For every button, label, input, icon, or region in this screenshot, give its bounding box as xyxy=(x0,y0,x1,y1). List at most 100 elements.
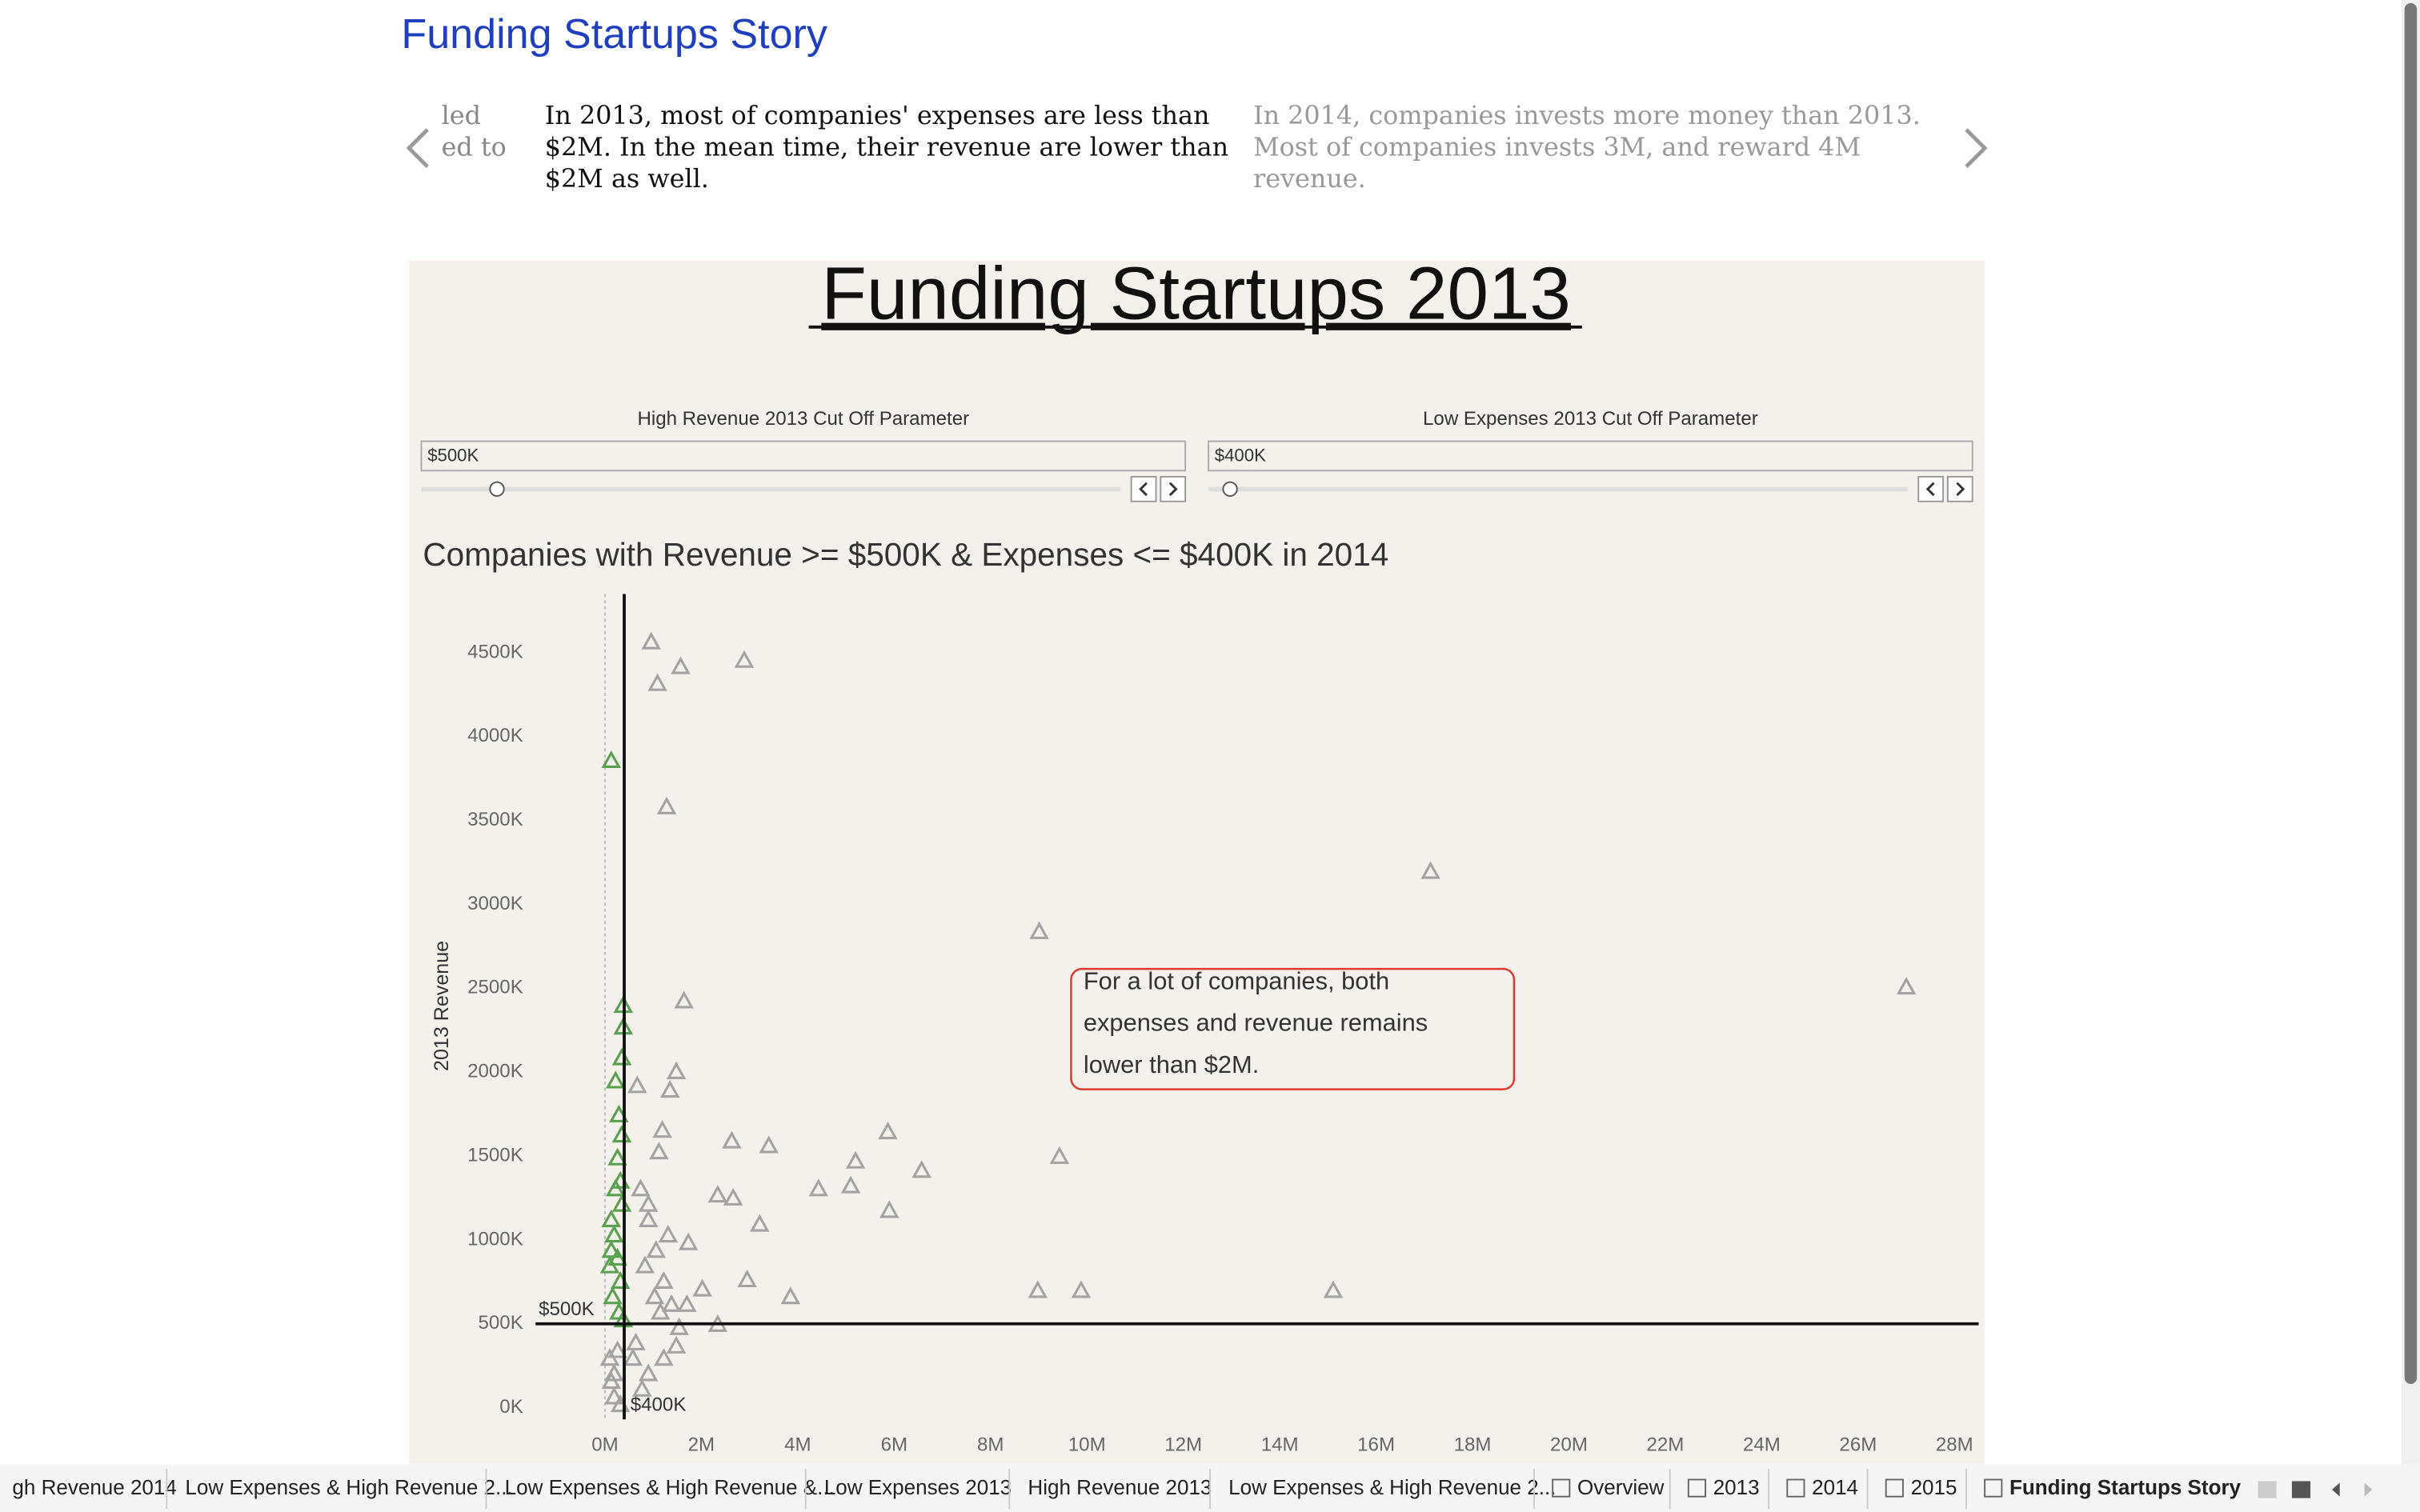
data-point[interactable] xyxy=(605,1070,626,1089)
data-point[interactable] xyxy=(879,1200,899,1218)
data-point[interactable] xyxy=(674,990,694,1009)
story-caption[interactable]: led xyxy=(442,100,481,130)
sheet-tab[interactable]: Overview xyxy=(1577,1475,1665,1499)
data-point[interactable] xyxy=(638,1363,659,1382)
data-point[interactable] xyxy=(669,1317,689,1335)
parameter-input[interactable] xyxy=(1208,440,1973,472)
story-caption[interactable]: revenue. xyxy=(1253,163,1366,194)
data-point[interactable] xyxy=(599,1255,620,1274)
data-point[interactable] xyxy=(632,1378,652,1397)
data-point[interactable] xyxy=(650,1302,671,1320)
data-point[interactable] xyxy=(607,1147,627,1166)
x-tick-label: 20M xyxy=(1550,1434,1588,1455)
data-point[interactable] xyxy=(631,1178,651,1197)
view-button[interactable] xyxy=(2291,1481,2311,1498)
annotation-text: expenses and revenue remains xyxy=(1084,1009,1428,1037)
sheet-tab[interactable]: gh Revenue 2014 xyxy=(12,1475,176,1499)
story-caption[interactable]: In 2014, companies invests more money th… xyxy=(1253,100,1921,130)
slider-button[interactable] xyxy=(1917,475,1945,502)
data-point[interactable] xyxy=(623,1348,643,1366)
data-point[interactable] xyxy=(658,1224,679,1243)
data-point[interactable] xyxy=(599,1348,620,1366)
data-point[interactable] xyxy=(635,1255,655,1274)
data-point[interactable] xyxy=(692,1278,712,1297)
sheet-tab[interactable]: High Revenue 2013 xyxy=(1028,1475,1212,1499)
slider-thumb[interactable] xyxy=(1222,481,1238,497)
story-caption[interactable]: ed to xyxy=(442,132,507,162)
data-point[interactable] xyxy=(707,1185,728,1203)
slider-button[interactable] xyxy=(1160,475,1187,502)
data-point[interactable] xyxy=(666,1335,687,1354)
data-point[interactable] xyxy=(644,1286,665,1305)
slider-button[interactable] xyxy=(1130,475,1157,502)
sheet-tab[interactable]: 2013 xyxy=(1713,1475,1760,1499)
data-point[interactable] xyxy=(750,1214,770,1232)
story-caption[interactable]: Most of companies invests 3M, and reward… xyxy=(1253,132,1861,162)
data-point[interactable] xyxy=(654,1270,674,1289)
data-point[interactable] xyxy=(678,1232,699,1250)
sheet-tab[interactable]: Funding Startups Story xyxy=(2009,1475,2242,1499)
data-point[interactable] xyxy=(601,750,622,769)
sheet-tab[interactable]: Low Expenses & High Revenue 2... xyxy=(185,1475,512,1499)
data-point[interactable] xyxy=(601,1371,622,1390)
data-point[interactable] xyxy=(723,1187,743,1206)
prev-arrow[interactable] xyxy=(406,128,429,168)
data-point[interactable] xyxy=(647,673,667,691)
data-point[interactable] xyxy=(646,1240,667,1258)
data-point[interactable] xyxy=(1028,1280,1048,1298)
data-point[interactable] xyxy=(1896,977,1917,995)
data-point[interactable] xyxy=(627,1075,647,1094)
x-tick-label: 8M xyxy=(977,1434,1004,1455)
data-point[interactable] xyxy=(601,1209,622,1227)
data-point[interactable] xyxy=(1323,1280,1344,1298)
data-point[interactable] xyxy=(878,1122,898,1140)
scroll-thumb[interactable] xyxy=(2404,2,2418,1384)
sheet-tab[interactable]: Low Expenses 2013 xyxy=(824,1475,1012,1499)
data-point[interactable] xyxy=(656,796,677,814)
data-point[interactable] xyxy=(808,1178,829,1197)
data-point[interactable] xyxy=(607,1340,627,1358)
tab-icon xyxy=(1885,1478,1904,1498)
data-point[interactable] xyxy=(1049,1146,1070,1164)
data-point[interactable] xyxy=(840,1175,861,1194)
data-point[interactable] xyxy=(641,631,662,650)
data-point[interactable] xyxy=(661,1294,682,1312)
data-point[interactable] xyxy=(601,1240,622,1258)
data-point[interactable] xyxy=(780,1286,801,1305)
data-point[interactable] xyxy=(604,1386,624,1405)
slider-button[interactable] xyxy=(1946,475,1973,502)
x-tick-label: 2M xyxy=(688,1434,715,1455)
data-point[interactable] xyxy=(1420,861,1440,879)
data-point[interactable] xyxy=(605,1178,626,1197)
sheet-tab[interactable]: 2014 xyxy=(1812,1475,1858,1499)
sheet-tab[interactable]: Low Expenses & High Revenue &... xyxy=(505,1475,835,1499)
data-point[interactable] xyxy=(638,1209,659,1227)
data-point[interactable] xyxy=(671,656,691,674)
data-point[interactable] xyxy=(1029,921,1049,939)
data-point[interactable] xyxy=(759,1135,779,1154)
data-point[interactable] xyxy=(734,650,755,668)
data-point[interactable] xyxy=(626,1332,646,1350)
data-point[interactable] xyxy=(649,1142,669,1160)
slider-thumb[interactable] xyxy=(489,481,505,497)
data-point[interactable] xyxy=(912,1160,932,1178)
nav-button[interactable] xyxy=(2364,1482,2373,1497)
sheet-tab[interactable]: 2015 xyxy=(1911,1475,1957,1499)
data-point[interactable] xyxy=(677,1294,697,1312)
data-point[interactable] xyxy=(722,1130,742,1149)
data-point[interactable] xyxy=(652,1120,672,1138)
parameter-input[interactable] xyxy=(420,440,1187,472)
data-point[interactable] xyxy=(603,1286,623,1305)
data-point[interactable] xyxy=(654,1348,674,1366)
data-point[interactable] xyxy=(845,1150,866,1169)
sheet-tab[interactable]: Low Expenses & High Revenue 2... xyxy=(1228,1475,1556,1499)
data-point[interactable] xyxy=(1071,1280,1092,1298)
data-point[interactable] xyxy=(737,1269,757,1288)
next-arrow[interactable] xyxy=(1965,128,1988,168)
data-point[interactable] xyxy=(666,1061,687,1080)
data-point[interactable] xyxy=(604,1224,624,1243)
data-point[interactable] xyxy=(659,1080,680,1098)
data-point[interactable] xyxy=(638,1194,659,1212)
view-button[interactable] xyxy=(2258,1481,2277,1498)
nav-button[interactable] xyxy=(2332,1482,2340,1497)
